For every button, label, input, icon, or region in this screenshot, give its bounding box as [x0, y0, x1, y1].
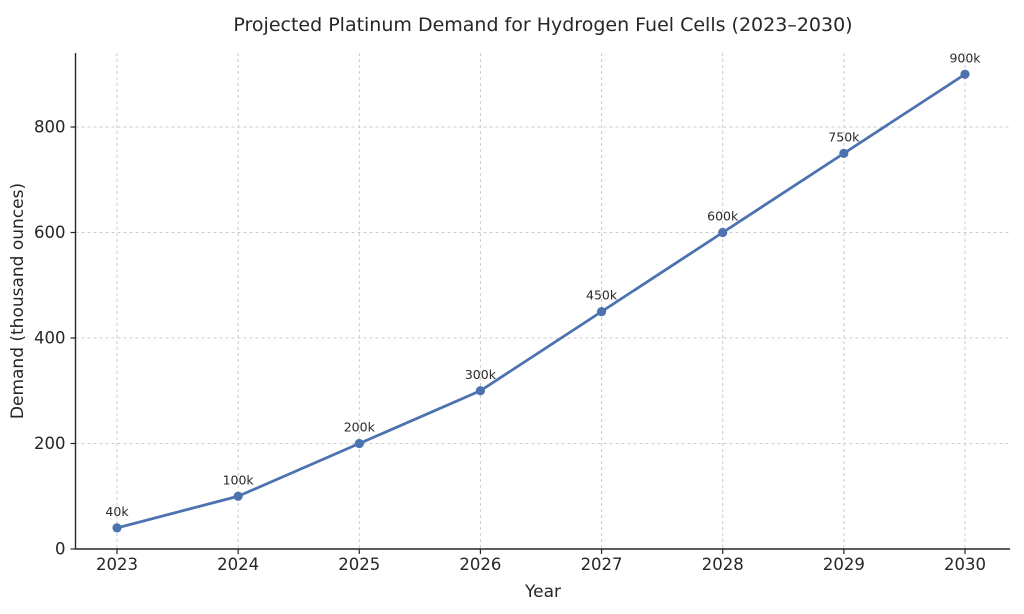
x-tick-label-2028: 2028 [702, 555, 744, 574]
data-points [112, 69, 970, 533]
x-tick-label-2027: 2027 [581, 555, 623, 574]
data-point-2024 [233, 491, 243, 501]
data-point-2029 [839, 148, 849, 158]
x-tick-label-2025: 2025 [338, 555, 380, 574]
data-point-2028 [718, 227, 728, 238]
x-tick-label-2030: 2030 [944, 555, 986, 574]
x-tick-label-2023: 2023 [96, 555, 138, 574]
data-point-2023 [112, 523, 122, 533]
point-labels: 40k 100k 200k 300k 450k 600k 750k 900k [105, 50, 981, 519]
data-point-2027 [596, 307, 607, 317]
y-tick-label-0: 0 [55, 540, 66, 559]
x-axis-label: Year [524, 582, 561, 602]
y-tick-label-800: 800 [34, 118, 66, 137]
gridlines [75, 53, 1010, 550]
axes-spines [74, 53, 1010, 550]
x-tick-label-2026: 2026 [459, 555, 501, 574]
data-point-2025 [354, 438, 364, 449]
data-point-2030 [960, 69, 970, 79]
point-label-2024: 100k [223, 472, 255, 487]
chart-title: Projected Platinum Demand for Hydrogen F… [233, 14, 852, 36]
tick-marks [70, 126, 966, 554]
y-tick-label-600: 600 [34, 223, 66, 242]
data-point-2026 [475, 386, 486, 396]
y-tick-label-200: 200 [34, 434, 66, 453]
point-label-2026: 300k [465, 367, 497, 382]
point-label-2025: 200k [344, 420, 376, 435]
point-label-2027: 450k [586, 288, 618, 303]
demand-line [115, 72, 967, 530]
x-tick-label-2024: 2024 [217, 555, 259, 574]
point-label-2030: 900k [949, 50, 981, 65]
y-axis-label: Demand (thousand ounces) [8, 183, 28, 419]
tick-labels: 2023 2024 2025 2026 2027 2028 2029 2030 0 200 400 6… [34, 118, 986, 575]
series-line [115, 72, 967, 530]
x-tick-label-2029: 2029 [823, 555, 865, 574]
point-label-2029: 750k [828, 129, 860, 144]
point-label-2028: 600k [707, 209, 739, 224]
point-label-2023: 40k [105, 504, 129, 519]
y-tick-label-400: 400 [34, 329, 66, 348]
